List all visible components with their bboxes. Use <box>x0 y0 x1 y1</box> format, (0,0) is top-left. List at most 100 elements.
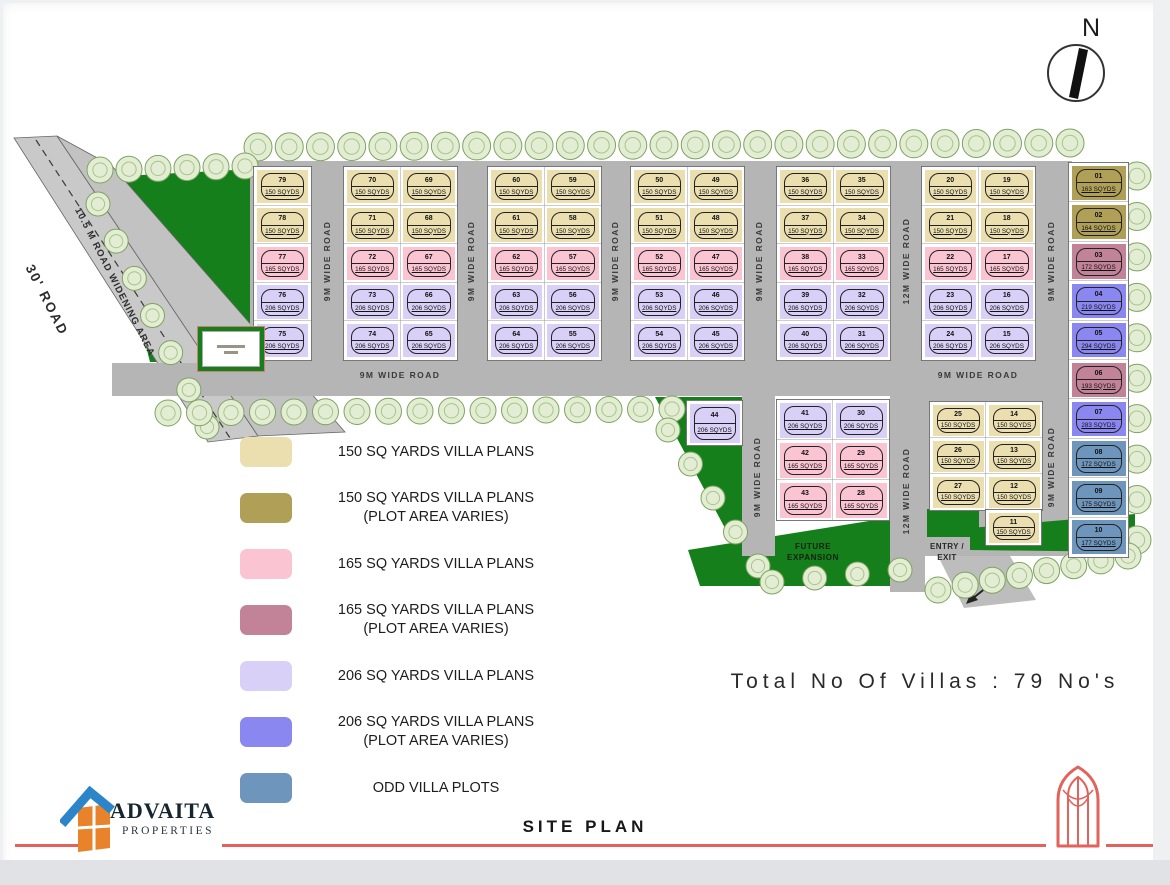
villa-footprint: 58 150 SQYDS <box>551 211 595 239</box>
plot-area: 206 SQYDS <box>555 343 590 351</box>
plot-fill: 04 219 SQYDS <box>1071 283 1126 319</box>
tree-icon-inner <box>1061 134 1079 152</box>
plot-number: 57 <box>552 251 594 265</box>
tree-icon-inner <box>968 135 985 152</box>
plot-number: 55 <box>552 328 594 342</box>
tree-icon-inner <box>624 136 641 154</box>
plot-31: 31 206 SQYDS <box>833 321 890 360</box>
legend-label-line1: 165 SQ YARDS VILLA PLANS <box>337 555 535 572</box>
plot-area: 206 SQYDS <box>499 304 534 312</box>
villa-footprint: 14 150 SQYDS <box>992 408 1036 433</box>
footer-rule-left <box>15 844 85 847</box>
plot-number: 50 <box>638 174 680 188</box>
road-label: 9M WIDE ROAD <box>359 370 441 380</box>
footer-rule-center <box>222 844 1046 847</box>
plot-area: 150 SQYDS <box>933 188 968 196</box>
plot-fill: 35 150 SQYDS <box>836 169 888 204</box>
plot-number: 30 <box>840 407 882 421</box>
plot-block: 20 150 SQYDS 21 150 SQYDS 22 165 SQYDS 23 206 S… <box>921 166 1036 361</box>
plot-43: 43 165 SQYDS <box>777 480 833 520</box>
plot-68: 68 150 SQYDS <box>400 205 457 245</box>
tree-icon-inner <box>150 160 166 177</box>
plot-area: 150 SQYDS <box>698 227 733 235</box>
villa-footprint: 06 193 SQYDS <box>1075 366 1122 394</box>
tree-icon-inner <box>1128 167 1146 185</box>
future-expansion-line2: EXPANSION <box>787 553 839 562</box>
plot-number: 14 <box>993 409 1035 421</box>
villa-footprint: 62 165 SQYDS <box>494 250 538 278</box>
plot-16: 16 206 SQYDS <box>978 282 1035 322</box>
plot-area: 206 SQYDS <box>788 304 823 312</box>
plot-33: 33 165 SQYDS <box>833 244 890 283</box>
villa-footprint: 56 206 SQYDS <box>551 288 595 316</box>
plot-area: 206 SQYDS <box>642 343 677 351</box>
plot-fill: 10 177 SQYDS <box>1071 520 1126 555</box>
plot-fill: 11 150 SQYDS <box>988 512 1039 543</box>
tree-icon-inner <box>683 456 698 472</box>
plot-fill: 55 206 SQYDS <box>547 323 599 358</box>
plot-number: 19 <box>986 174 1028 188</box>
tree-icon-inner <box>1128 410 1146 427</box>
plot-fill: 64 206 SQYDS <box>490 323 542 358</box>
villa-footprint: 03 172 SQYDS <box>1075 247 1122 276</box>
villa-footprint: 10 177 SQYDS <box>1075 523 1122 552</box>
tree-icon <box>723 519 748 545</box>
villa-footprint: 18 150 SQYDS <box>985 211 1029 239</box>
plot-02: 02 164 SQYDS <box>1069 202 1128 242</box>
plot-number: 45 <box>695 328 737 342</box>
tree-icon <box>961 128 991 158</box>
tree-icon-inner <box>506 402 523 418</box>
legend-swatch <box>240 661 292 691</box>
plot-area: 206 SQYDS <box>411 343 446 351</box>
plot-fill: 03 172 SQYDS <box>1071 244 1126 279</box>
legend-item-1: 150 SQ YARDS VILLA PLANS (PLOT AREA VARIE… <box>240 488 590 528</box>
plot-fill: 18 150 SQYDS <box>981 208 1033 242</box>
plot-area: 206 SQYDS <box>788 343 823 351</box>
plot-45: 45 206 SQYDS <box>687 321 744 360</box>
plot-fill: 32 206 SQYDS <box>836 285 888 319</box>
tree-icon-inner <box>163 345 178 360</box>
tree-icon-inner <box>728 524 743 540</box>
plot-48: 48 150 SQYDS <box>687 205 744 245</box>
legend-item-3: 165 SQ YARDS VILLA PLANS (PLOT AREA VARIE… <box>240 600 590 640</box>
tree-icon-inner <box>437 137 454 155</box>
plot-area: 165 SQYDS <box>788 266 823 274</box>
legend-label-line1: 150 SQ YARDS VILLA PLANS <box>337 443 535 460</box>
plot-56: 56 206 SQYDS <box>544 282 601 322</box>
plot-area: 165 SQYDS <box>698 266 733 274</box>
tree-icon <box>887 557 913 583</box>
tree-icon <box>655 417 681 443</box>
villa-footprint: 34 150 SQYDS <box>840 211 884 239</box>
tree-icon-inner <box>811 136 829 153</box>
plot-35: 35 150 SQYDS <box>833 167 890 206</box>
plot-number: 44 <box>694 408 735 424</box>
plot-fill: 44 206 SQYDS <box>689 403 740 443</box>
plot-74: 74 206 SQYDS <box>344 321 401 360</box>
tree-icon <box>868 129 898 159</box>
tree-icon <box>375 397 402 425</box>
tree-icon-inner <box>405 138 423 155</box>
plot-number: 04 <box>1076 288 1121 302</box>
villa-footprint: 73 206 SQYDS <box>350 288 394 316</box>
villa-footprint: 32 206 SQYDS <box>840 288 884 316</box>
plot-fill: 50 150 SQYDS <box>633 169 685 204</box>
plot-number: 62 <box>495 251 537 265</box>
legend-item-6: ODD VILLA PLOTS <box>240 768 590 808</box>
plot-fill: 22 165 SQYDS <box>924 246 976 281</box>
tree-icon <box>532 396 560 424</box>
plot-area: 165 SQYDS <box>555 266 590 274</box>
legend-label-line1: 206 SQ YARDS VILLA PLANS <box>337 667 535 684</box>
legend-label: 150 SQ YARDS VILLA PLANS (PLOT AREA VARIE… <box>316 489 556 527</box>
legend-item-5: 206 SQ YARDS VILLA PLANS (PLOT AREA VARIE… <box>240 712 590 752</box>
plot-number: 25 <box>937 409 979 421</box>
right-margin-strip <box>1153 0 1170 860</box>
villa-footprint: 45 206 SQYDS <box>694 327 738 355</box>
road-label: 9M WIDE ROAD <box>1046 426 1056 508</box>
tree-icon <box>700 485 726 511</box>
plot-fill: 01 163 SQYDS <box>1071 165 1126 200</box>
villa-footprint: 41 206 SQYDS <box>783 406 827 435</box>
tree-icon <box>462 131 492 161</box>
plot-fill: 56 206 SQYDS <box>547 285 599 319</box>
plot-area: 150 SQYDS <box>844 188 879 196</box>
villa-footprint: 55 206 SQYDS <box>551 327 595 355</box>
